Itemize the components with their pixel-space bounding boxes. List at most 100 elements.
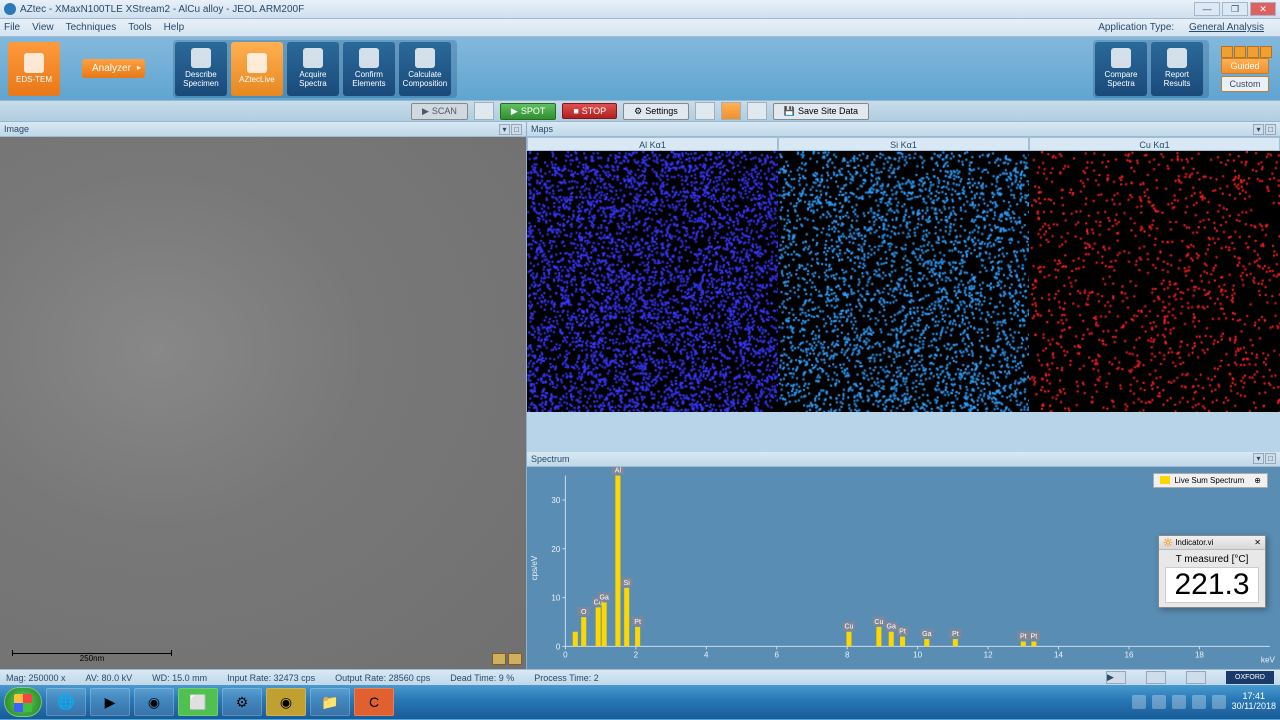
system-tray[interactable]: 17:4130/11/2018 [1132,692,1276,712]
step-confirm[interactable]: ConfirmElements [343,42,395,96]
svg-text:12: 12 [984,650,993,659]
step-describe[interactable]: DescribeSpecimen [175,42,227,96]
svg-text:18: 18 [1195,650,1204,659]
window-title: AZtec - XMaxN100TLE XStream2 - AlCu allo… [20,4,304,15]
step-azteclive[interactable]: AZtecLive [231,42,283,96]
spectrum-legend[interactable]: Live Sum Spectrum⊕ [1153,473,1268,488]
spectrum-pane-title: Spectrum [531,454,570,464]
oxford-logo: OXFORD [1226,671,1274,684]
spectrum-pane: Spectrum ▾ □ 0102030024681012141618keVcp… [527,452,1280,669]
guided-mode-button[interactable]: Guided [1221,58,1269,74]
indicator-value: 221.3 [1165,567,1259,603]
svg-text:Pt: Pt [952,631,959,638]
pane-options-icon[interactable]: ▾ [1253,124,1264,135]
map-image[interactable] [527,151,778,412]
status-process: Process Time: 2 [534,673,599,683]
report-results-button[interactable]: Report Results [1151,42,1203,96]
status-mag: Mag: 250000 x [6,673,66,683]
sem-image[interactable]: 250nm [0,137,526,669]
svg-text:10: 10 [913,650,922,659]
svg-text:Ga: Ga [599,594,608,601]
svg-text:Pt: Pt [1031,633,1038,640]
svg-text:6: 6 [775,650,780,659]
map-label: Si Kα1 [778,137,1029,151]
apptype-label: Application Type: [1098,22,1174,33]
map-cell[interactable]: Si Kα1 [778,137,1029,412]
scale-bar: 250nm [12,653,172,663]
svg-text:Ga: Ga [922,631,931,638]
pane-max-icon[interactable]: □ [1265,453,1276,464]
step-acquire[interactable]: AcquireSpectra [287,42,339,96]
start-button[interactable] [4,687,42,717]
maximize-button[interactable]: ❐ [1222,2,1248,16]
taskbar-camtasia-icon[interactable]: C [354,688,394,716]
menu-view[interactable]: View [32,22,54,33]
svg-text:Cu: Cu [874,619,883,626]
map-cell[interactable]: Cu Kα1 [1029,137,1280,412]
pane-max-icon[interactable]: □ [1265,124,1276,135]
taskbar-app-icon[interactable]: ⬜ [178,688,218,716]
compare-spectra-button[interactable]: Compare Spectra [1095,42,1147,96]
image-pane-title: Image [4,124,29,134]
stop-button[interactable]: ■ STOP [562,103,617,119]
title-bar: AZtec - XMaxN100TLE XStream2 - AlCu allo… [0,0,1280,19]
spot-button[interactable]: ▶ SPOT [500,103,556,120]
taskbar-chrome-icon[interactable]: ◉ [134,688,174,716]
map-image[interactable] [778,151,1029,412]
taskbar-ie-icon[interactable]: 🌐 [46,688,86,716]
eds-tem-button[interactable]: EDS-TEM [8,42,60,96]
map-image[interactable] [1029,151,1280,412]
view-layout-icons[interactable] [1221,46,1272,58]
indicator-label: T measured [°C] [1165,554,1259,565]
scan-button[interactable]: ▶ SCAN [411,103,468,120]
menu-techniques[interactable]: Techniques [66,22,117,33]
output-steps: Compare Spectra Report Results [1093,40,1209,98]
tool-icon-1[interactable] [695,102,715,120]
close-icon[interactable]: ✕ [1254,538,1261,547]
ribbon: EDS-TEM Analyzer DescribeSpecimen AZtecL… [0,37,1280,100]
tool-icon[interactable] [1146,671,1166,684]
analyzer-dropdown[interactable]: Analyzer [82,59,145,78]
svg-text:2: 2 [634,650,639,659]
clock[interactable]: 17:4130/11/2018 [1232,692,1276,712]
map-cell[interactable]: Al Kα1 [527,137,778,412]
svg-text:keV: keV [1261,655,1276,664]
taskbar-settings-icon[interactable]: ⚙ [222,688,262,716]
spectrum-plot[interactable]: 0102030024681012141618keVcps/eVOCuGaAlSi… [527,467,1280,669]
minimize-button[interactable]: — [1194,2,1220,16]
menu-file[interactable]: File [4,22,20,33]
menu-tools[interactable]: Tools [128,22,151,33]
tool-icon-3[interactable] [747,102,767,120]
pane-max-icon[interactable]: □ [511,124,522,135]
svg-text:0: 0 [563,650,568,659]
right-pane: Maps ▾ □ Al Kα1Si Kα1Cu Kα1 Spectrum ▾ □… [527,122,1280,669]
custom-mode-button[interactable]: Custom [1221,76,1269,92]
svg-text:0: 0 [556,642,561,651]
svg-text:20: 20 [551,545,560,554]
close-button[interactable]: ✕ [1250,2,1276,16]
svg-text:Al: Al [615,467,622,474]
taskbar-app2-icon[interactable]: ◉ [266,688,306,716]
pen-icon[interactable] [1186,671,1206,684]
apptype-value[interactable]: General Analysis [1189,22,1264,33]
spectrum-pane-header: Spectrum ▾ □ [527,452,1280,467]
taskbar-explorer-icon[interactable]: 📁 [310,688,350,716]
menu-help[interactable]: Help [164,22,185,33]
image-pane-header: Image ▾ □ [0,122,526,137]
svg-text:30: 30 [551,496,560,505]
tool-icon-2[interactable] [721,102,741,120]
status-input: Input Rate: 32473 cps [227,673,315,683]
scan-region-icon[interactable] [474,102,494,120]
settings-button[interactable]: ⚙ Settings [623,103,689,120]
status-output: Output Rate: 28560 cps [335,673,430,683]
pane-options-icon[interactable]: ▾ [1253,453,1264,464]
image-tools[interactable] [492,653,522,665]
taskbar-media-icon[interactable]: ▶ [90,688,130,716]
step-calculate[interactable]: CalculateComposition [399,42,451,96]
temperature-indicator-window[interactable]: 🔆 Indicator.vi✕ T measured [°C] 221.3 [1158,535,1266,608]
map-label: Al Kα1 [527,137,778,151]
pane-options-icon[interactable]: ▾ [499,124,510,135]
play-icon[interactable]: ▶ [1106,671,1126,684]
save-site-data-button[interactable]: 💾 Save Site Data [773,103,869,120]
svg-text:Pt: Pt [899,628,906,635]
